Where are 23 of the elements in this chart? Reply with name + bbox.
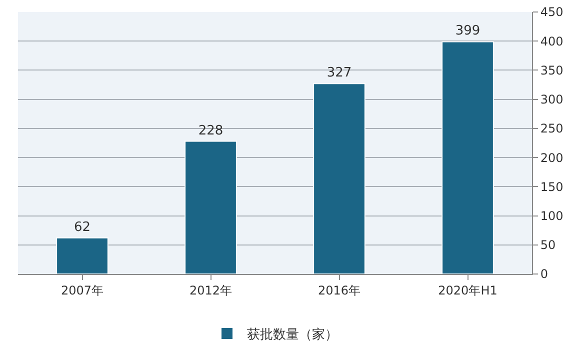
bar <box>313 83 366 274</box>
y-tick-label: 450 <box>540 5 564 20</box>
y-tick-label: 400 <box>540 34 564 48</box>
x-tick-label: 2020年H1 <box>438 283 498 298</box>
x-tick-label: 2007年 <box>60 283 104 298</box>
data-label: 62 <box>74 220 91 235</box>
y-tick-label: 250 <box>540 122 564 136</box>
x-tick-label: 2016年 <box>318 283 361 298</box>
data-label: 327 <box>326 66 352 81</box>
bar <box>442 41 494 274</box>
y-tick-label: 300 <box>540 92 564 107</box>
legend-label: 获批数量（家） <box>247 326 338 343</box>
y-tick-label: 0 <box>540 267 548 282</box>
y-tick-label: 200 <box>540 150 564 165</box>
x-tick-label: 2012年 <box>189 283 232 298</box>
data-label: 399 <box>455 24 480 39</box>
y-tick-label: 50 <box>540 238 556 252</box>
bar <box>56 237 108 274</box>
y-tick-label: 350 <box>540 63 564 78</box>
y-tick-label: 100 <box>540 208 564 223</box>
bar <box>184 140 237 274</box>
data-label: 228 <box>198 123 224 138</box>
y-tick-label: 150 <box>540 180 564 194</box>
